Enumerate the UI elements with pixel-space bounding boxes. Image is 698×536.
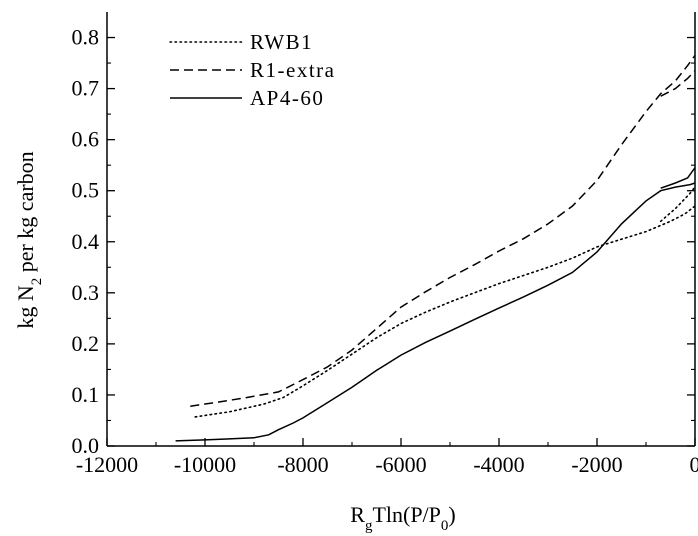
y-tick-label: 0.0 [72, 433, 100, 458]
x-axis-title-end: ) [448, 502, 455, 527]
x-tick-label: -2000 [571, 452, 622, 477]
x-tick-label: -4000 [473, 452, 524, 477]
y-axis-title-main: kg N [13, 285, 38, 329]
series-layer [175, 54, 696, 442]
x-axis-ticks: -12000 -10000 -8000 -6000 -4000 -2000 0 [76, 438, 698, 477]
y-tick-label: 0.3 [72, 280, 100, 305]
series-line-r1-extra-desorption [660, 70, 696, 97]
x-axis-title-mid: Tln(P/P [372, 502, 440, 527]
y-tick-label: 0.4 [72, 229, 100, 254]
legend: RWB1 R1-extra AP4-60 [169, 30, 335, 110]
y-tick-label: 0.1 [72, 382, 100, 407]
x-tick-label: -10000 [174, 452, 236, 477]
legend-label-r1-extra: R1-extra [250, 58, 335, 82]
series-line-r1-extra [190, 54, 696, 407]
y-axis-ticks: 0.0 0.1 0.2 0.3 0.4 0.5 0.6 0.7 0.8 [72, 25, 695, 458]
legend-label-ap4-60: AP4-60 [250, 86, 324, 110]
x-tick-label: -8000 [277, 452, 328, 477]
y-tick-label: 0.8 [72, 25, 100, 50]
series-line-ap4-60 [175, 182, 696, 442]
x-tick-label: 0 [690, 452, 698, 477]
x-axis-title-sub2: 0 [441, 518, 449, 534]
y-axis-title: kg N2 per kg carbon [13, 151, 45, 328]
y-tick-label: 0.7 [72, 76, 100, 101]
legend-label-rwb1: RWB1 [250, 30, 313, 54]
series-line-rwb1 [194, 205, 696, 418]
y-axis-title-sub: 2 [29, 278, 45, 286]
y-tick-label: 0.2 [72, 331, 100, 356]
y-axis-title-end: per kg carbon [13, 151, 38, 277]
plot-frame [106, 12, 696, 447]
x-axis-title: RgTln(P/P0) [350, 502, 455, 534]
series-line-rwb1-desorption [659, 184, 696, 223]
x-axis-title-sub1: g [365, 518, 373, 534]
y-tick-label: 0.6 [72, 127, 100, 152]
x-tick-label: -12000 [76, 452, 138, 477]
series-line-ap4-60-desorption [660, 167, 696, 189]
x-axis-title-main: R [350, 502, 365, 527]
x-tick-label: -6000 [375, 452, 426, 477]
y-tick-label: 0.5 [72, 178, 100, 203]
